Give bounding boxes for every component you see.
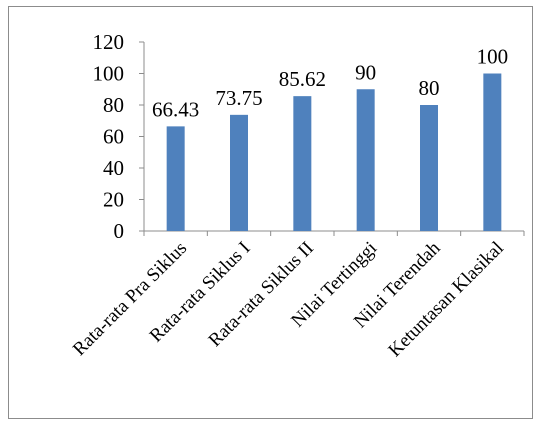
bar xyxy=(230,114,248,231)
data-label: 90 xyxy=(355,60,376,84)
bar xyxy=(420,105,438,231)
category-label: Ketuntasan Klasikal xyxy=(384,238,507,361)
bars xyxy=(166,73,502,231)
bar xyxy=(483,73,502,231)
bar xyxy=(356,89,375,231)
y-tick-label: 40 xyxy=(103,156,124,180)
y-tick-label: 20 xyxy=(103,188,124,212)
x-axis xyxy=(143,230,525,236)
data-label: 66.43 xyxy=(152,97,199,121)
y-axis: 0 20 40 60 80 100 120 xyxy=(93,30,145,243)
bar xyxy=(293,96,312,231)
data-labels: 66.43 73.75 85.62 90 80 100 xyxy=(152,45,508,122)
chart-area-border xyxy=(8,6,533,419)
data-label: 100 xyxy=(477,45,509,69)
y-tick-label: 80 xyxy=(103,93,124,117)
data-label: 73.75 xyxy=(215,86,262,110)
category-label: Rata-rata Pra Siklus xyxy=(69,238,191,360)
y-tick-label: 100 xyxy=(93,62,125,86)
data-label: 85.62 xyxy=(279,67,326,91)
y-tick-label: 0 xyxy=(114,219,125,243)
data-label: 80 xyxy=(419,76,440,100)
y-tick-label: 60 xyxy=(103,125,124,149)
bar xyxy=(166,126,185,231)
y-tick-label: 120 xyxy=(93,30,125,54)
